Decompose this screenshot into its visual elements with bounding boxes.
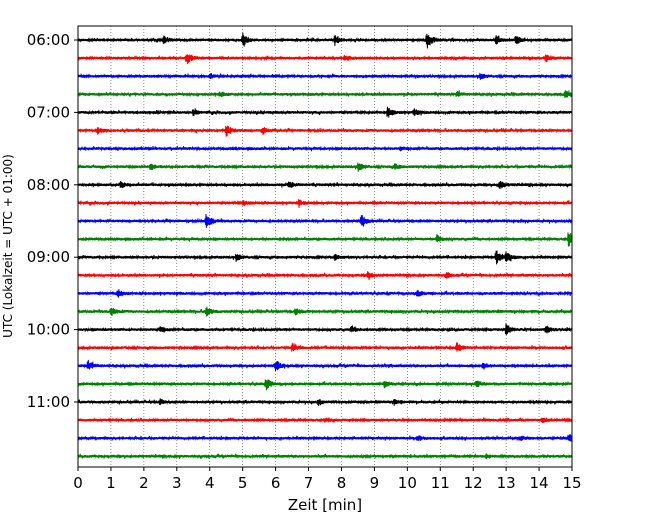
seismic-trace <box>78 289 572 298</box>
x-tick-label: 2 <box>139 474 149 492</box>
x-tick-label: 9 <box>370 474 380 492</box>
y-axis-label: UTC (Lokalzeit = UTC + 01:00) <box>1 154 15 338</box>
x-tick-label: 8 <box>337 474 347 492</box>
x-tick-label: 7 <box>304 474 314 492</box>
x-tick-label: 12 <box>464 474 483 492</box>
x-tick-label: 4 <box>205 474 215 492</box>
seismic-trace <box>78 33 572 49</box>
x-tick-label: 0 <box>73 474 83 492</box>
y-tick-label: 09:00 <box>27 248 70 266</box>
x-tick-label: 15 <box>562 474 581 492</box>
x-tick-label: 13 <box>497 474 516 492</box>
seismic-trace <box>78 323 572 335</box>
y-tick-label: 07:00 <box>27 103 70 121</box>
seismic-trace <box>78 181 572 189</box>
x-axis-ticks: 0 1 2 3 4 5 6 7 8 9 10 11 12 13 14 15 <box>73 467 581 492</box>
seismic-trace <box>78 251 572 265</box>
x-tick-label: 6 <box>271 474 281 492</box>
y-tick-label: 08:00 <box>27 176 70 194</box>
seismic-trace <box>78 90 572 97</box>
seismic-trace <box>78 398 572 406</box>
seismic-trace <box>78 232 572 246</box>
seismic-trace <box>78 434 572 441</box>
y-tick-label: 10:00 <box>27 321 70 339</box>
seismic-trace <box>78 163 572 172</box>
seismic-trace <box>78 271 572 280</box>
x-tick-label: 10 <box>398 474 417 492</box>
seismic-trace <box>78 417 572 423</box>
seismic-trace <box>78 199 572 208</box>
seismic-trace <box>78 360 572 371</box>
x-tick-label: 14 <box>530 474 549 492</box>
x-tick-label: 5 <box>238 474 248 492</box>
seismic-trace <box>78 126 572 137</box>
y-axis-ticks: 06:00 07:00 08:00 09:00 10:00 11:00 <box>27 31 78 411</box>
x-axis-label: Zeit [min] <box>288 496 362 514</box>
seismic-trace <box>78 342 572 351</box>
seismic-traces <box>78 33 572 459</box>
x-tick-label: 11 <box>431 474 450 492</box>
y-tick-label: 06:00 <box>27 31 70 49</box>
seismic-trace <box>78 73 572 80</box>
seismic-trace <box>78 307 572 317</box>
seismic-trace <box>78 380 572 391</box>
x-tick-label: 3 <box>172 474 182 492</box>
seismic-trace <box>78 146 572 151</box>
seismic-trace <box>78 214 572 228</box>
x-tick-label: 1 <box>106 474 116 492</box>
seismic-trace <box>78 107 572 118</box>
seismic-trace <box>78 453 572 459</box>
seismic-trace <box>78 54 572 64</box>
y-tick-label: 11:00 <box>27 393 70 411</box>
